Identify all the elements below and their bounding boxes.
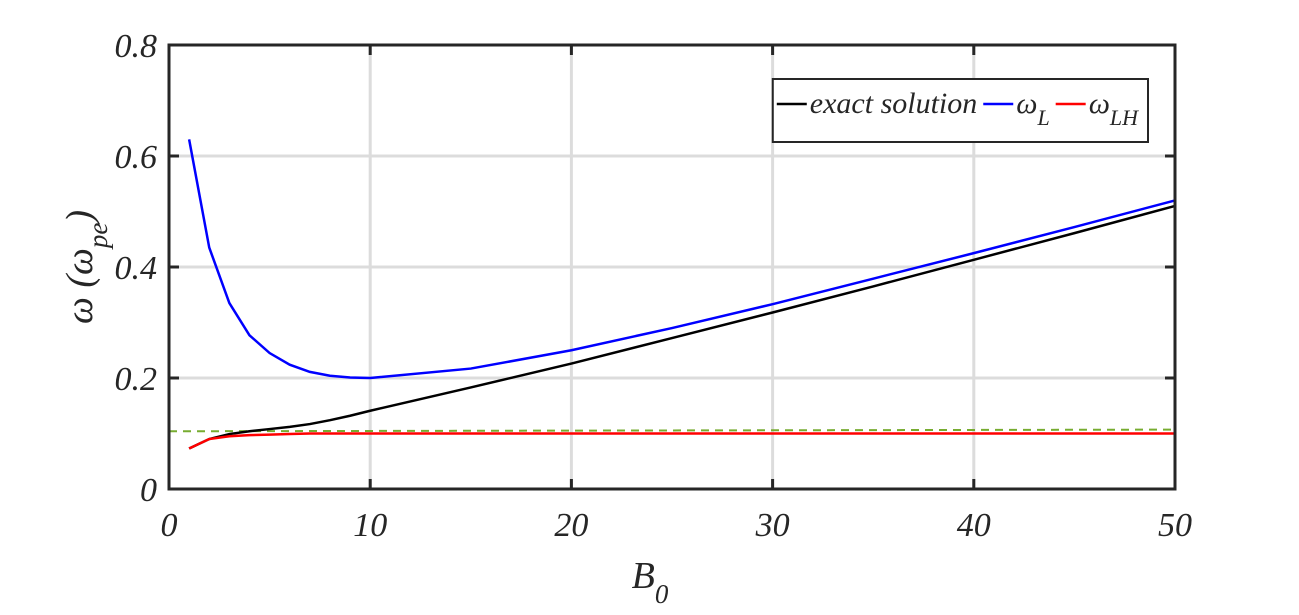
- text-part: ω: [1016, 87, 1037, 120]
- legend-label: ωLH: [1089, 87, 1139, 130]
- x-tick-label: 0: [161, 507, 178, 544]
- x-tick-label: 50: [1158, 507, 1192, 544]
- y-tick-label: 0.8: [115, 28, 158, 65]
- legend-label: ωL: [1016, 87, 1049, 130]
- data-line: [187, 139, 1176, 380]
- legend-label: exact solution: [810, 87, 977, 120]
- text-part: ): [59, 210, 101, 225]
- data-line: [168, 428, 1176, 433]
- y-tick-label: 0.4: [115, 250, 158, 287]
- x-axis-label: B0: [632, 555, 669, 609]
- y-tick-label: 0.2: [115, 361, 158, 398]
- text-part: B: [632, 555, 655, 597]
- y-tick-label: 0.6: [115, 139, 158, 176]
- x-tick-label: 40: [957, 507, 991, 544]
- y-axis-label: ω (ωpe): [59, 210, 113, 324]
- x-tick-label: 20: [554, 507, 588, 544]
- subscript: L: [1036, 105, 1049, 130]
- x-tick-label: 30: [755, 507, 790, 544]
- subscript: pe: [83, 223, 113, 251]
- text-part: ω (ω: [59, 248, 101, 324]
- legend: [771, 78, 1149, 143]
- text-part: ω: [1089, 87, 1110, 120]
- data-line: [188, 204, 1176, 450]
- subscript: LH: [1109, 105, 1139, 130]
- y-tick-label: 0: [140, 472, 157, 509]
- x-tick-label: 10: [353, 507, 387, 544]
- subscript: 0: [655, 579, 669, 609]
- axes-box: [167, 43, 1177, 491]
- data-line: [188, 432, 1175, 450]
